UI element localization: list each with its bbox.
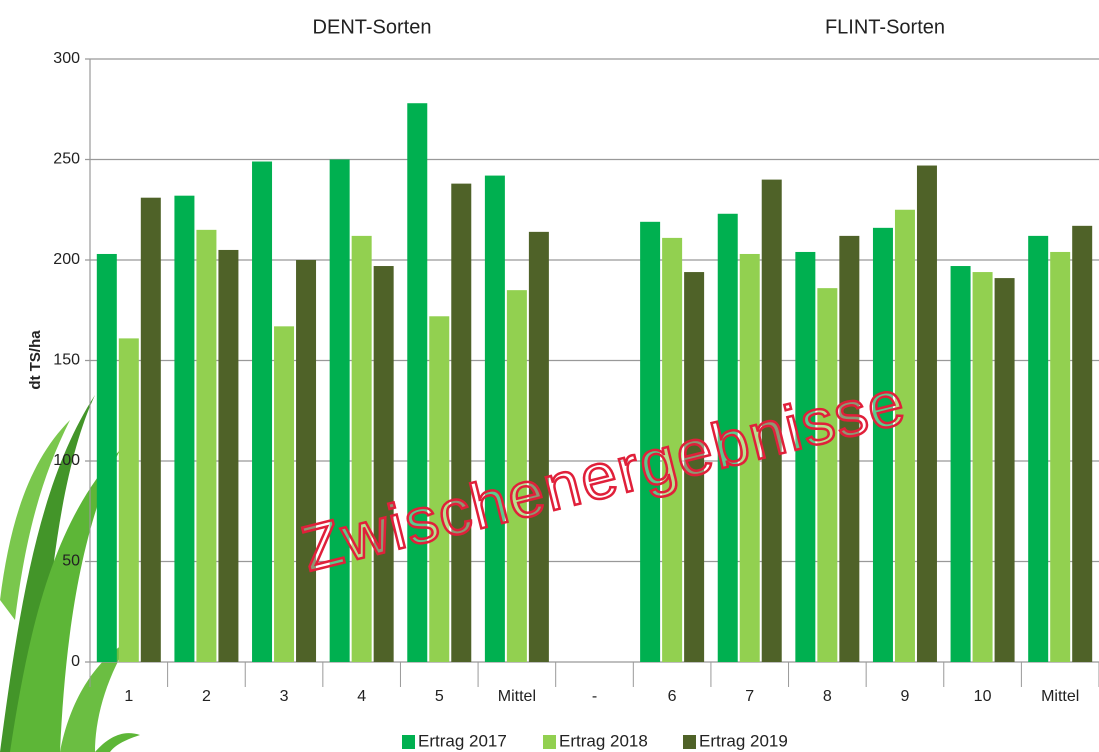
bar (330, 160, 350, 663)
group-label: FLINT-Sorten (825, 16, 945, 38)
x-tick-label: 10 (974, 688, 992, 705)
x-tick-label: 8 (823, 688, 832, 705)
y-tick-label: 100 (53, 452, 80, 469)
legend-swatch (683, 735, 696, 749)
bar (1072, 226, 1092, 662)
bar (218, 250, 238, 662)
group-label: DENT-Sorten (313, 16, 432, 38)
bar (973, 272, 993, 662)
bar (995, 278, 1015, 662)
bar (451, 184, 471, 662)
bar (817, 288, 837, 662)
x-tick-label: 7 (745, 688, 754, 705)
y-tick-label: 50 (62, 553, 80, 570)
bar (407, 103, 427, 662)
y-tick-label: 200 (53, 251, 80, 268)
x-tick-label: 9 (901, 688, 910, 705)
x-tick-label: 5 (435, 688, 444, 705)
x-tick-label: Mittel (498, 688, 536, 705)
bar (1050, 252, 1070, 662)
x-tick-label: 6 (668, 688, 677, 705)
x-tick-label: 4 (357, 688, 366, 705)
bar (951, 266, 971, 662)
y-tick-label: 250 (53, 151, 80, 168)
legend-label: Ertrag 2018 (559, 731, 648, 750)
legend-label: Ertrag 2019 (699, 731, 788, 750)
y-tick-label: 150 (53, 352, 80, 369)
legend-swatch (402, 735, 415, 749)
y-tick-label: 300 (53, 50, 80, 67)
bar (196, 230, 216, 662)
bar (174, 196, 194, 662)
bar (141, 198, 161, 662)
bar (485, 176, 505, 662)
legend-swatch (543, 735, 556, 749)
bar (352, 236, 372, 662)
chart: DENT-Sorten FLINT-Sorten dt TS/ha 0 50 100… (0, 0, 1099, 752)
bar (917, 166, 937, 662)
y-tick-label: 0 (71, 653, 80, 670)
x-tick-label: 3 (280, 688, 289, 705)
bar (252, 162, 272, 662)
bar (119, 338, 139, 662)
x-tick-label: Mittel (1041, 688, 1079, 705)
bar (529, 232, 549, 662)
bar (873, 228, 893, 662)
x-tick-label: 2 (202, 688, 211, 705)
bar (296, 260, 316, 662)
legend-label: Ertrag 2017 (418, 731, 507, 750)
y-axis-label: dt TS/ha (27, 330, 44, 390)
bar (274, 326, 294, 662)
bar (374, 266, 394, 662)
plot: 0 50 100 150 200 250 300 1 2 3 4 5 Mittel - 6 7 8 9 10 Mitt… (53, 50, 1099, 750)
bar (97, 254, 117, 662)
x-tick-label: 1 (124, 688, 133, 705)
x-tick-label: - (592, 688, 597, 705)
bar (1028, 236, 1048, 662)
